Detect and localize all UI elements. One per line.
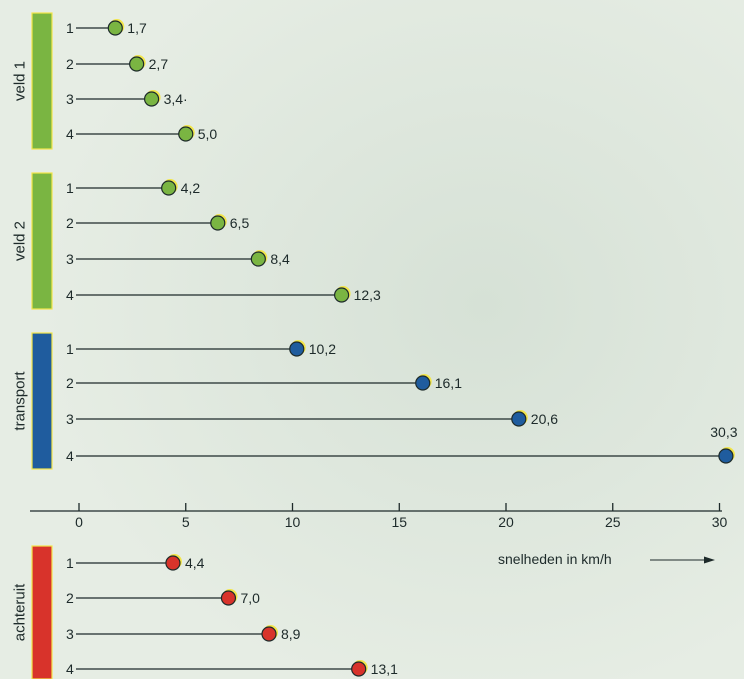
speed-value-label: 13,1 (371, 661, 398, 677)
speed-dot (165, 555, 181, 571)
speed-value-label: 1,7 (127, 20, 147, 36)
x-tick-label: 0 (75, 514, 83, 530)
speed-dot (143, 91, 160, 107)
gear-label: 2 (66, 56, 74, 72)
speed-dot (511, 411, 527, 427)
x-axis: 0 5 10 15 20 25 30 snelheden in km/h (30, 503, 727, 567)
gear-label: 1 (66, 555, 74, 571)
x-tick-label: 25 (605, 514, 621, 530)
speed-value-label: 30,3 (710, 424, 737, 440)
speed-dot (289, 341, 305, 357)
gear-label: 2 (66, 375, 74, 391)
speed-value-label: 16,1 (435, 375, 462, 391)
x-axis-label: snelheden in km/h (498, 551, 612, 567)
gear-label: 3 (66, 411, 74, 427)
speed-value-label: 20,6 (531, 411, 558, 427)
gear-label: 1 (66, 20, 74, 36)
speed-value-label: 8,9 (281, 626, 301, 642)
speed-dot (250, 251, 266, 267)
speed-value-label: 5,0 (198, 126, 218, 142)
gear-label: 4 (66, 126, 74, 142)
group-veld-1: veld 1 1 1,7 2 2,7 3 3,4· 4 5,0 (12, 12, 218, 150)
speed-dot (220, 590, 237, 606)
group-bar (31, 545, 53, 679)
group-bar (31, 12, 53, 150)
gear-label: 4 (66, 287, 74, 303)
gear-label: 2 (66, 215, 74, 231)
x-tick-label: 5 (182, 514, 190, 530)
group-bar (31, 332, 53, 470)
group-label: transport (12, 371, 29, 431)
x-tick-label: 10 (285, 514, 301, 530)
speed-dot (351, 661, 367, 677)
x-tick-label: 20 (498, 514, 514, 530)
speed-dot (161, 180, 177, 196)
speed-dot (107, 20, 123, 36)
speed-dot (210, 215, 226, 231)
group-veld-2: veld 2 1 4,2 2 6,5 3 8,4 4 12,3 (12, 172, 381, 310)
speed-value-label: 6,5 (230, 215, 250, 231)
speed-value-label: 10,2 (309, 341, 336, 357)
speed-dot (334, 287, 350, 303)
gear-label: 4 (66, 661, 74, 677)
gear-label: 3 (66, 626, 74, 642)
speed-dot (261, 626, 277, 642)
gear-label: 1 (66, 180, 74, 196)
speed-value-label: 8,4 (270, 251, 290, 267)
speed-dot (178, 126, 194, 142)
speed-value-label: 7,0 (240, 590, 260, 606)
speed-value-label: 2,7 (149, 56, 169, 72)
x-tick-label: 15 (391, 514, 407, 530)
x-tick-label: 30 (712, 514, 728, 530)
gear-label: 4 (66, 448, 74, 464)
x-axis-arrow-head (704, 556, 715, 564)
speed-value-label: 4,4 (185, 555, 205, 571)
speed-value-label: 4,2 (181, 180, 201, 196)
gear-label: 3 (66, 251, 74, 267)
group-label: achteruit (12, 583, 29, 641)
gear-label: 1 (66, 341, 74, 357)
group-achteruit: achteruit 1 4,4 2 7,0 3 8,9 4 13,1 (12, 545, 398, 679)
gear-label: 2 (66, 590, 74, 606)
gear-label: 3 (66, 91, 74, 107)
speed-value-label: 3,4· (164, 91, 188, 107)
speed-dot (129, 56, 145, 72)
group-bar (31, 172, 53, 310)
speed-dot (415, 375, 431, 391)
speed-value-label: 12,3 (354, 287, 381, 303)
group-transport: transport 1 10,2 2 16,1 3 20,6 4 30,3 (12, 332, 738, 470)
group-label: veld 2 (12, 221, 29, 261)
group-label: veld 1 (12, 61, 29, 101)
speed-dot (718, 448, 734, 464)
